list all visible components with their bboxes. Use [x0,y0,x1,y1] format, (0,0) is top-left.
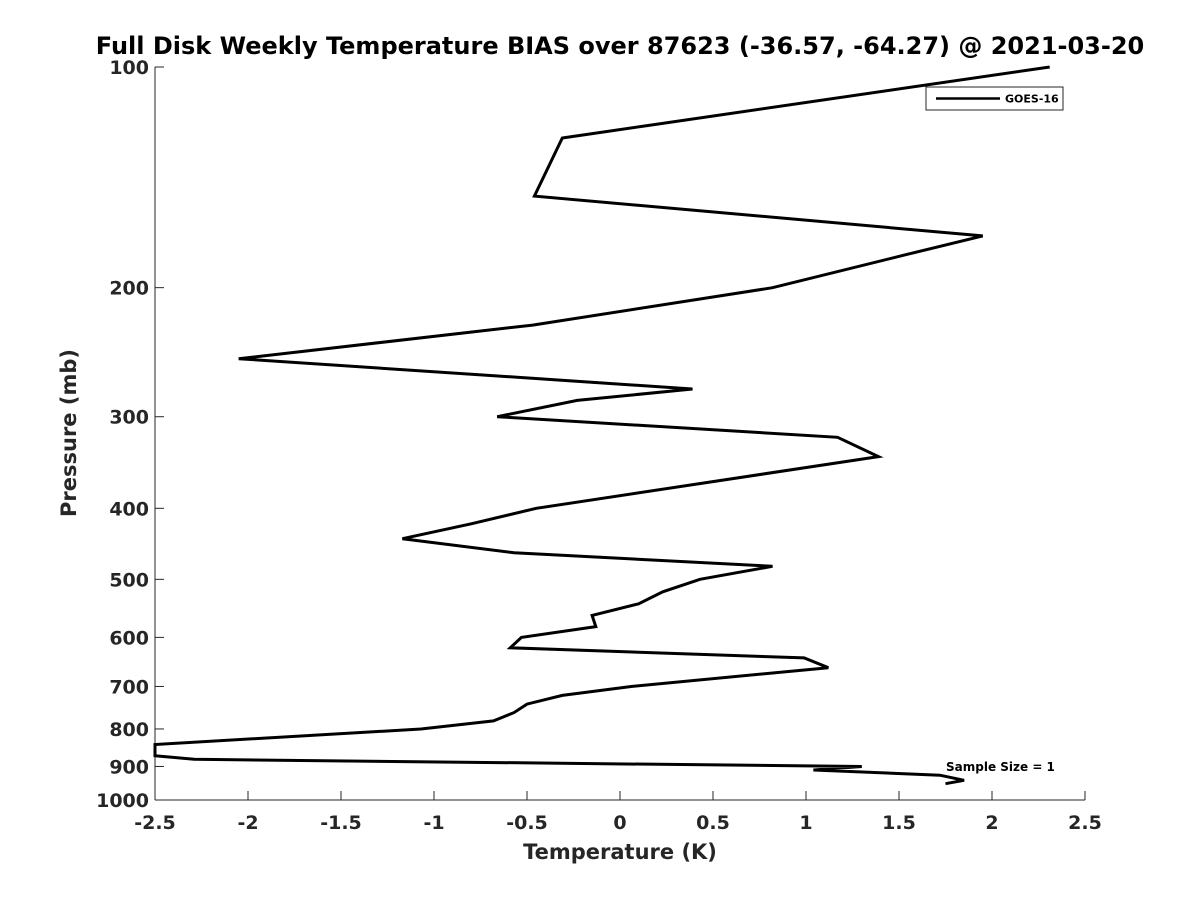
y-tick-label: 500 [109,569,149,591]
x-tick-label: -2.5 [134,812,176,834]
series-line-goes-16 [153,65,1050,786]
y-axis-label: Pressure (mb) [57,349,81,517]
chart-title: Full Disk Weekly Temperature BIAS over 8… [96,32,1144,60]
x-tick-label: 2.5 [1068,812,1102,834]
legend: GOES-16 [925,86,1064,111]
y-tick-label: 700 [109,676,149,698]
y-tick-label: 800 [109,719,149,741]
y-tick-label: 300 [109,407,149,429]
x-tick-label: -0.5 [506,812,548,834]
y-tick-label: 900 [109,756,149,778]
x-tick-label: -1 [423,812,444,834]
x-tick-label: 2 [985,812,998,834]
x-tick-label: 0.5 [696,812,730,834]
y-tick-label: 600 [109,627,149,649]
x-tick-label: 1 [799,812,812,834]
y-ticks-group: 100 200 300 400 500 600 700 800 900 1000 [96,57,164,812]
legend-label: GOES-16 [1005,93,1059,106]
x-tick-label: 1.5 [882,812,916,834]
y-tick-label: 200 [109,278,149,300]
x-ticks-group: -2.5 -2 -1.5 -1 -0.5 0 0.5 1 1.5 2 2.5 [134,791,1102,834]
x-tick-label: 0 [613,812,626,834]
series-group [153,65,1050,786]
x-tick-label: -1.5 [320,812,362,834]
y-tick-label: 400 [109,498,149,520]
y-tick-label: 1000 [96,790,149,812]
x-axis-label: Temperature (K) [523,840,717,864]
sample-size-annotation: Sample Size = 1 [946,760,1055,774]
y-tick-label: 100 [109,57,149,79]
x-tick-label: -2 [237,812,258,834]
